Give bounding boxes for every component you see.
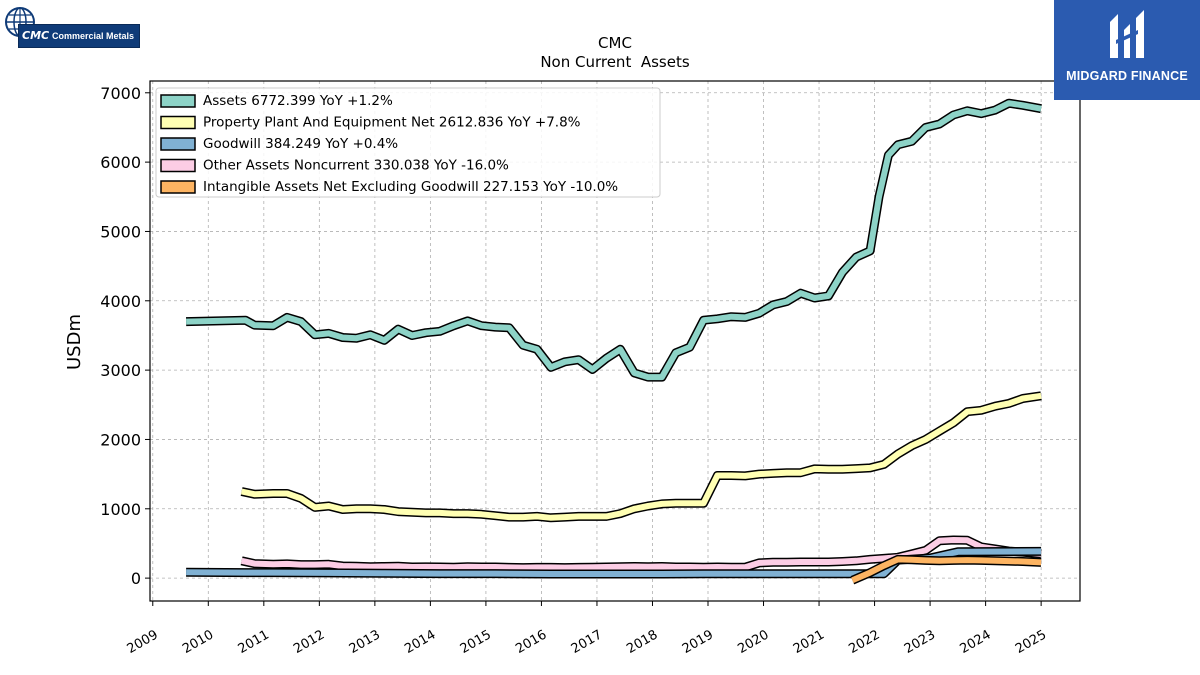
legend-swatch [160,158,196,173]
legend-swatch [160,115,196,130]
legend-label: Property Plant And Equipment Net 2612.83… [203,115,581,131]
plot-frame [149,80,1081,602]
x-tick-label: 2024 [957,627,993,657]
x-tick-label: 2009 [125,627,161,657]
x-axis: 2009 2010 2011 2012 2013 2014 2015 2016 2017 2018… [125,601,1049,657]
x-tick-label: 2012 [291,627,327,657]
legend-label: Intangible Assets Net Excluding Goodwill… [203,179,618,195]
x-tick-label: 2013 [347,627,383,657]
chart-subtitle: Non Current Assets [540,53,690,71]
legend-label: Other Assets Noncurrent 330.038 YoY -16.… [203,158,509,174]
midgard-finance-logo: MIDGARD FINANCE [1054,0,1200,100]
legend-label: Goodwill 384.249 YoY +0.4% [203,136,398,152]
y-axis-label: USDm [64,314,85,370]
y-tick-label: 2000 [100,430,141,449]
x-tick-label: 2020 [735,627,771,657]
x-tick-label: 2014 [402,627,438,657]
y-tick-label: 5000 [100,222,141,241]
legend-swatch [160,94,196,108]
x-tick-label: 2017 [569,627,605,657]
legend-label: Assets 6772.399 YoY +1.2% [203,93,393,109]
legend-box [155,87,661,198]
y-axis: 0 1000 2000 3000 4000 5000 6000 7000 [100,84,150,588]
x-tick-label: 2011 [236,627,272,657]
legend-swatch [160,137,196,151]
y-tick-label: 0 [131,569,141,588]
y-tick-label: 3000 [100,361,141,380]
chart-title: CMC [598,34,632,52]
x-tick-label: 2019 [680,627,716,657]
x-tick-label: 2022 [846,627,882,657]
midgard-finance-name: MIDGARD FINANCE [1066,69,1188,83]
company-name: Commercial Metals [52,31,135,41]
x-tick-label: 2010 [180,627,216,657]
y-tick-label: 6000 [100,153,141,172]
legend-swatch [160,180,196,194]
y-tick-label: 1000 [100,500,141,519]
commercial-metals-badge [18,24,140,48]
series-outline-property-plant-and-equipment-net [240,391,1042,523]
y-tick-label: 4000 [100,292,141,311]
series-line-assets [186,100,1042,381]
x-tick-label: 2023 [902,627,938,657]
x-tick-label: 2015 [458,627,494,657]
legend: Assets 6772.399 YoY +1.2% Property Plant … [155,87,661,198]
x-tick-label: 2021 [791,627,827,657]
x-tick-label: 2018 [624,627,660,657]
x-tick-label: 2016 [513,627,549,657]
x-tick-label: 2025 [1013,627,1049,657]
cmc-abbreviation: CMC [22,29,50,42]
series-line-property-plant-and-equipment-net [240,392,1042,521]
series-line-intangible-assets-net-excluding-goodwill [851,556,1042,583]
data-series [185,98,1042,585]
y-tick-label: 7000 [100,84,141,103]
midgard-emblem-icon [1110,10,1144,58]
